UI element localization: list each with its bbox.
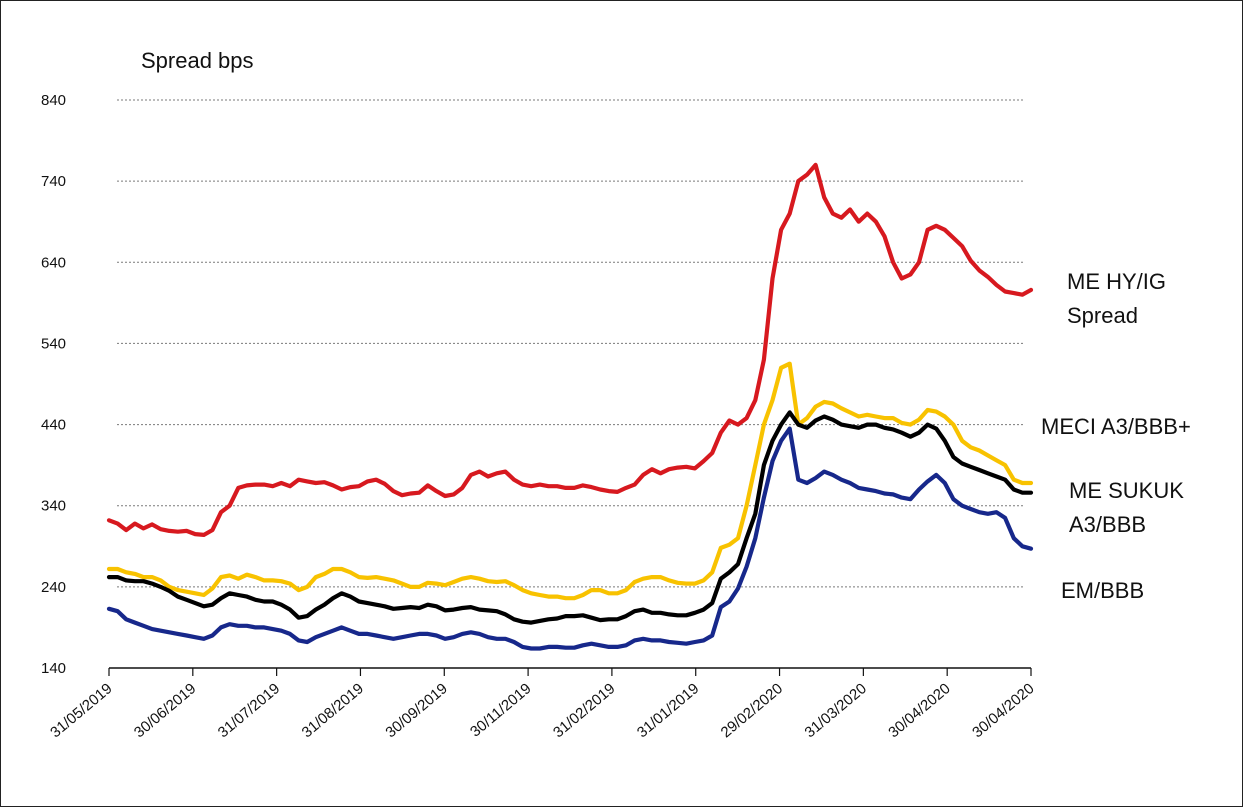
series-lines (106, 162, 1034, 651)
y-tick-label: 140 (41, 660, 66, 677)
x-tick-labels: 31/05/2019 30/06/2019 31/07/2019 31/08/2019… (47, 680, 1037, 741)
y-tick-labels: 140 240 340 440 540 640 740 840 (41, 92, 66, 677)
x-tick-label: 31/01/2019 (634, 680, 702, 741)
series-label: ME SUKUK (1069, 478, 1184, 503)
y-tick-label: 640 (41, 254, 66, 271)
series-label: Spread (1067, 303, 1138, 328)
series-line-em-bbb (106, 426, 1034, 651)
y-tick-label: 740 (41, 173, 66, 190)
x-tick-label: 30/06/2019 (131, 680, 199, 741)
x-tick-label: 31/07/2019 (215, 680, 283, 741)
series-labels: ME HY/IG Spread MECI A3/BBB+ ME SUKUK A3/BBB… (1041, 269, 1191, 603)
y-tick-label: 540 (41, 335, 66, 352)
x-tick-label: 31/05/2019 (47, 680, 115, 741)
gridlines (117, 99, 1025, 588)
series-label: MECI A3/BBB+ (1041, 414, 1191, 439)
series-label: A3/BBB (1069, 512, 1146, 537)
x-tick-label: 31/03/2020 (801, 680, 869, 741)
x-tick-label: 30/09/2019 (382, 680, 450, 741)
series-line-me-hy-ig-spread (106, 162, 1034, 538)
x-tick-label: 30/04/2020 (885, 680, 953, 741)
x-tick-label: 30/11/2019 (467, 680, 535, 741)
x-tick-label: 31/02/2019 (550, 680, 618, 741)
x-tick-label: 31/08/2019 (299, 680, 367, 741)
x-tick-label: 29/02/2020 (718, 680, 786, 741)
x-axis (108, 667, 1032, 676)
series-label: EM/BBB (1061, 578, 1144, 603)
y-tick-label: 440 (41, 417, 66, 434)
series-line-meci-a3-bbb (106, 361, 1034, 601)
y-tick-label: 840 (41, 92, 66, 109)
series-line-me-sukuk-a3-bbb (106, 410, 1034, 625)
y-tick-label: 340 (41, 498, 66, 515)
y-axis-label: Spread bps (141, 48, 254, 73)
y-tick-label: 240 (41, 579, 66, 596)
x-tick-label: 30/04/2020 (969, 680, 1037, 741)
series-label: ME HY/IG (1067, 269, 1166, 294)
